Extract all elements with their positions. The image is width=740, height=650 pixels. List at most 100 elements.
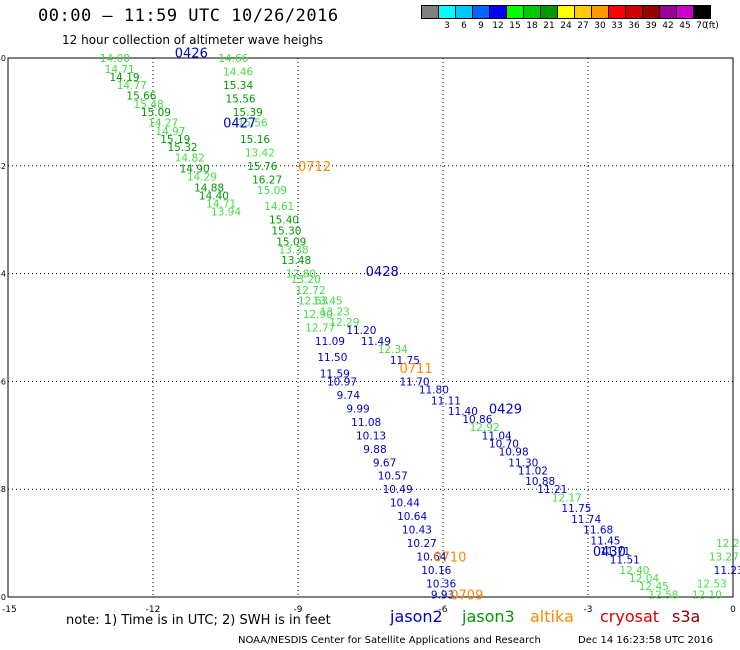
legend-swatch — [693, 5, 711, 19]
footnote: note: 1) Time is in UTC; 2) SWH is in fe… — [66, 613, 331, 628]
pass-time-label: 0712 — [298, 160, 331, 175]
swh-value: 10.97 — [327, 376, 357, 388]
credit-line: NOAA/NESDIS Center for Satellite Applica… — [238, 635, 541, 646]
swh-value: 12.45 — [639, 581, 669, 593]
swh-value: 15.19 — [160, 134, 190, 146]
lat-tick-label: -50 — [0, 593, 6, 602]
lat-tick-label: -42 — [0, 162, 6, 171]
swh-value: 14.29 — [187, 172, 217, 184]
swh-value: 11.59 — [320, 368, 350, 380]
swh-value: 11.30 — [508, 457, 538, 469]
swh-value: 15.56 — [226, 93, 256, 105]
swh-value: 11.51 — [610, 554, 640, 566]
swh-value: 11.68 — [583, 525, 613, 537]
swh-value: 10.86 — [462, 414, 492, 426]
swh-value: 14.27 — [148, 118, 178, 130]
swh-value: 10.70 — [489, 438, 519, 450]
swh-value: 10.57 — [378, 471, 408, 483]
swh-value: 11.20 — [346, 325, 376, 337]
lat-tick-label: -44 — [0, 270, 6, 279]
legend-color-boxes — [421, 5, 740, 19]
satellite-label-cryosat: cryosat — [600, 607, 660, 626]
legend-label: 36 — [628, 21, 640, 31]
swh-value: 13.23 — [320, 306, 350, 318]
satellite-label-altika: altika — [530, 607, 574, 626]
swh-value: 9.88 — [363, 444, 386, 456]
swh-value: 15.39 — [233, 107, 263, 119]
swh-value: 15.16 — [240, 134, 270, 146]
swh-value: 11.09 — [315, 336, 345, 348]
swh-value: 14.66 — [218, 53, 248, 65]
swh-value: 10.13 — [356, 430, 386, 442]
swh-value: 10.64 — [397, 511, 427, 523]
swh-value: 14.71 — [206, 199, 236, 211]
swh-value: 10.64 — [416, 552, 446, 564]
legend-label: 42 — [662, 21, 674, 31]
swh-value: 14.88 — [194, 182, 224, 194]
swh-value: 10.49 — [383, 484, 413, 496]
map-frame — [7, 57, 734, 598]
swh-value: 11.23 — [714, 565, 740, 577]
swh-value: 13.45 — [313, 296, 343, 308]
lon-tick-label: -9 — [294, 605, 303, 615]
swh-value: 16.27 — [252, 174, 282, 186]
pass-time-label: 0426 — [175, 47, 208, 62]
legend-label: 45 — [679, 21, 691, 31]
swh-value: 12.40 — [619, 565, 649, 577]
legend-label: 3 — [444, 21, 450, 31]
swh-value: 12.53 — [697, 579, 727, 591]
swh-value: 10.44 — [390, 498, 420, 510]
legend-label: 18 — [526, 21, 538, 31]
swh-value: 15.40 — [269, 215, 299, 227]
swh-value: 13.94 — [211, 207, 241, 219]
legend-label: 70 — [696, 21, 708, 31]
swh-value: 14.77 — [117, 80, 147, 92]
lon-tick-label: -15 — [2, 605, 17, 615]
lat-tick-label: -40 — [0, 54, 6, 63]
swh-value: 11.45 — [590, 535, 620, 547]
swh-value: 11.74 — [571, 514, 601, 526]
swh-value: 11.40 — [448, 406, 478, 418]
swh-value: 12.63 — [298, 296, 328, 308]
swh-value: 9.67 — [373, 457, 396, 469]
color-legend: 3 6 9 12 15 18 21 24 27 30 33 36 39 42 45 70 (ft) — [421, 5, 740, 31]
lat-tick-label: -46 — [0, 377, 6, 386]
swh-value: 15.30 — [271, 225, 301, 237]
swh-value: 14.46 — [223, 66, 253, 78]
swh-value: 12.34 — [378, 344, 408, 356]
swh-value: 15.56 — [238, 118, 268, 130]
swh-value: 15.66 — [126, 91, 156, 103]
lon-tick-label: -12 — [146, 605, 161, 615]
swh-value: 14.61 — [264, 201, 294, 213]
swh-value: 12.77 — [305, 323, 335, 335]
pass-time-label: 0711 — [400, 362, 433, 377]
swh-value: 12.10 — [692, 589, 722, 601]
lat-tick-label: -48 — [0, 485, 6, 494]
swh-value: 15.32 — [168, 142, 198, 154]
legend-label: 27 — [577, 21, 589, 31]
swh-value: 13.20 — [291, 274, 321, 286]
swh-value: 14.40 — [199, 190, 229, 202]
swh-value: 14.82 — [175, 153, 205, 165]
swh-value: 11.49 — [361, 336, 391, 348]
swh-value: 12.17 — [552, 492, 582, 504]
swh-value: 11.75 — [561, 503, 591, 515]
swh-value: 12.20 — [716, 538, 740, 550]
legend-label: 30 — [594, 21, 606, 31]
swh-value: 12.90 — [303, 309, 333, 321]
swh-value: 15.09 — [257, 185, 287, 197]
swh-value: 11.50 — [317, 352, 347, 364]
swh-value: 11.70 — [400, 376, 430, 388]
lon-tick-label: 0 — [730, 605, 736, 615]
swh-value: 13.42 — [245, 147, 275, 159]
swh-value: 12.58 — [648, 589, 678, 601]
swh-value: 10.88 — [525, 476, 555, 488]
swh-value: 14.71 — [105, 64, 135, 76]
satellite-label-jason2: jason2 — [390, 607, 443, 626]
swh-value: 9.74 — [337, 390, 361, 402]
legend-label: 12 — [492, 21, 504, 31]
swh-value: 9.99 — [346, 403, 369, 415]
page-title: 00:00 – 11:59 UTC 10/26/2016 — [38, 6, 339, 26]
swh-value: 12.04 — [629, 573, 659, 585]
